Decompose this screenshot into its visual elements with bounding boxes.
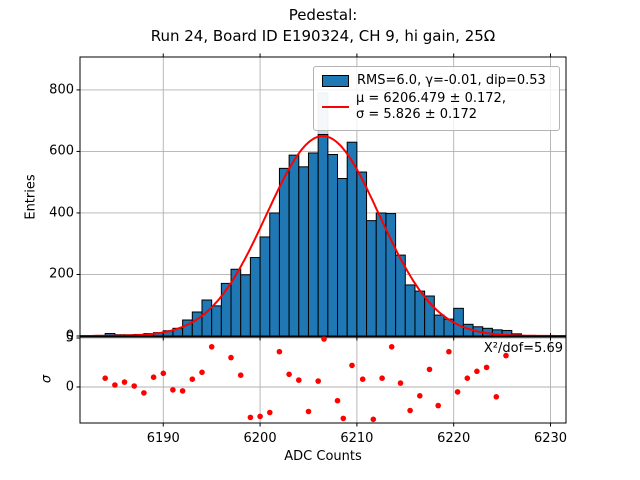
residual-point (237, 372, 244, 379)
residual-point (257, 413, 263, 420)
y-tick-label-residual: 5 (65, 330, 74, 346)
residual-point (334, 397, 341, 404)
legend-entry-fit: μ = 6206.479 ± 0.172, σ = 5.826 ± 0.172 (322, 91, 551, 123)
histogram-bar (307, 152, 319, 337)
residual-point (141, 390, 147, 396)
residual-point (417, 393, 423, 399)
main-axes-frame (79, 56, 567, 337)
residual-point (370, 416, 377, 423)
residual-point (189, 376, 196, 383)
fit-line-swatch (322, 106, 349, 108)
residual-point (435, 402, 442, 409)
residual-point (388, 344, 395, 350)
residual-point (474, 368, 480, 375)
histogram-bar (269, 212, 280, 337)
residual-point (397, 380, 404, 386)
residual-point (276, 348, 283, 355)
residual-point (247, 414, 254, 421)
y-tick-label-main: 0 (65, 328, 74, 344)
residual-point (112, 382, 118, 388)
x-tick-label: 6190 (146, 431, 180, 446)
fit-curve (80, 135, 566, 337)
histogram-bar (240, 274, 251, 337)
y-tick-label-main: 400 (49, 205, 74, 221)
residual-point (426, 366, 433, 373)
y-tick-label-residual: 0 (65, 379, 74, 395)
x-axis-label: ADC Counts (284, 449, 362, 464)
y-tick-label-main: 800 (49, 82, 74, 98)
histogram-bar (414, 290, 426, 337)
residual-point (464, 375, 471, 382)
x-tick-label: 6230 (533, 431, 568, 446)
residual-point (315, 378, 322, 384)
residual-point (286, 371, 292, 378)
residual-point (321, 336, 327, 342)
residual-point (208, 344, 215, 350)
legend-entry-histogram: RMS=6.0, γ=-0.01, dip=0.53 (322, 73, 551, 89)
residual-point (179, 388, 186, 394)
residual-point (359, 376, 366, 383)
residual-point (493, 394, 500, 400)
residual-point (407, 407, 413, 414)
y-tick-label-main: 200 (49, 266, 74, 282)
x-tick-label: 6220 (437, 431, 471, 446)
residual-point (379, 375, 385, 382)
histogram-bar (288, 154, 300, 337)
histogram-bar (201, 299, 213, 337)
histogram-bar (375, 212, 387, 337)
histogram-bar (211, 305, 222, 337)
x-tick-label: 6200 (243, 431, 277, 446)
residual-point (150, 374, 157, 381)
residual-point (483, 364, 490, 371)
legend-fit-label: μ = 6206.479 ± 0.172, σ = 5.826 ± 0.172 (356, 91, 506, 123)
histogram-bar (366, 220, 377, 337)
plot-title-line1: Pedestal: (288, 6, 358, 24)
histogram-bar (337, 178, 348, 337)
histogram-bar (278, 167, 290, 337)
histogram-bar (259, 236, 271, 337)
residual-point (102, 375, 108, 382)
residual-point (296, 377, 302, 383)
histogram-swatch (322, 75, 349, 87)
chi2-annotation: X²/dof=5.69 (483, 341, 563, 356)
residual-point (160, 370, 167, 377)
residual-point (349, 362, 355, 369)
residual-point (228, 354, 234, 361)
histogram-bar (346, 141, 358, 337)
residual-point (267, 409, 273, 416)
residual-point (446, 348, 452, 355)
histogram-bar (249, 257, 261, 337)
histogram-bar (317, 134, 329, 337)
residual-point (454, 389, 461, 395)
histogram-bar (395, 254, 406, 337)
plot-title: Pedestal: Run 24, Board ID E190324, CH 9… (3, 5, 640, 47)
histogram-bar (404, 284, 416, 337)
histogram-bar (298, 166, 309, 337)
residual-point (503, 352, 509, 359)
y-tick-label-main: 600 (49, 143, 74, 159)
legend-fit-label-line1: μ = 6206.479 ± 0.172, (356, 91, 506, 106)
residual-point (121, 379, 128, 385)
residual-point (131, 383, 137, 389)
histogram-bar (433, 314, 445, 337)
histogram-bar (191, 311, 203, 337)
residual-point (340, 415, 347, 422)
histogram-bar (356, 171, 368, 337)
residual-point (305, 408, 312, 415)
histogram-bar (327, 154, 339, 337)
plot-title-line2: Run 24, Board ID E190324, CH 9, hi gain,… (150, 27, 496, 45)
residual-point (199, 369, 205, 376)
legend-hist-label: RMS=6.0, γ=-0.01, dip=0.53 (357, 73, 546, 88)
residual-point (170, 387, 176, 393)
x-tick-label: 6210 (340, 431, 374, 446)
legend: RMS=6.0, γ=-0.01, dip=0.53 μ = 6206.479 … (313, 66, 560, 131)
y-axis-label-entries: Entries (23, 174, 39, 220)
legend-fit-label-line2: σ = 5.826 ± 0.172 (356, 107, 477, 122)
